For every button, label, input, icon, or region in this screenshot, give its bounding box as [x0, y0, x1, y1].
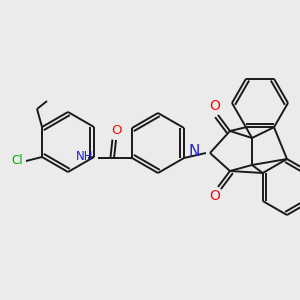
Text: O: O: [111, 124, 121, 137]
Text: Cl: Cl: [11, 154, 23, 167]
Text: O: O: [209, 189, 220, 203]
Text: NH: NH: [76, 149, 93, 163]
Text: N: N: [189, 143, 200, 158]
Text: O: O: [209, 99, 220, 113]
